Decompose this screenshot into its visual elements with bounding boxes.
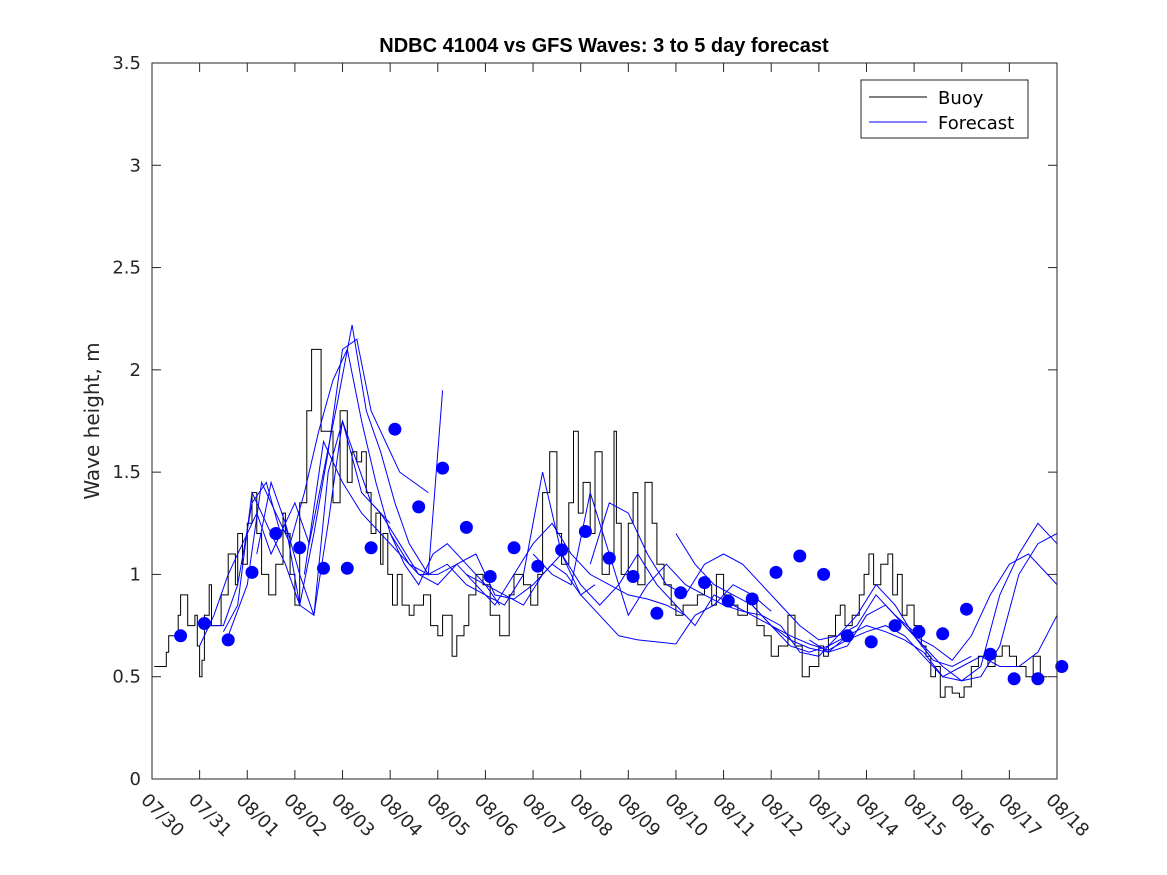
y-tick-label: 2.5 (112, 258, 141, 279)
plot-frame (151, 62, 1058, 780)
forecast-marker (1007, 672, 1021, 686)
forecast-marker (317, 561, 330, 575)
forecast-marker (602, 551, 616, 565)
plot-background (152, 63, 1057, 779)
forecast-marker (197, 617, 211, 630)
forecast-marker (174, 629, 188, 643)
forecast-marker (459, 520, 473, 534)
forecast-marker (983, 647, 997, 661)
forecast-marker (245, 565, 259, 579)
forecast-marker (650, 606, 664, 620)
forecast-marker (888, 619, 902, 633)
forecast-line (675, 522, 1058, 682)
legend: Buoy Forecast (860, 79, 1029, 139)
forecast-marker (555, 543, 569, 557)
forecast-markers-group (174, 422, 1069, 686)
forecast-line (466, 553, 848, 653)
buoy-series (154, 348, 1048, 698)
forecast-marker (436, 461, 450, 475)
forecast-marker (960, 602, 973, 616)
forecast-marker (1031, 672, 1045, 686)
forecast-line (751, 604, 1058, 678)
forecast-marker (936, 627, 950, 641)
forecast-line (227, 347, 501, 636)
forecast-line (894, 553, 1058, 661)
forecast-line (389, 471, 772, 645)
y-tick-label: 3.5 (112, 53, 141, 74)
forecast-line (303, 439, 686, 616)
forecast-marker (412, 500, 426, 514)
y-tick-label: 1 (130, 564, 141, 585)
forecast-marker (769, 565, 783, 579)
forecast-marker (507, 541, 521, 555)
forecast-marker (745, 592, 759, 606)
y-tick-label: 1.5 (112, 462, 141, 483)
chart-title: NDBC 41004 vs GFS Waves: 3 to 5 day fore… (379, 35, 829, 57)
forecast-line (589, 502, 972, 668)
forecast-marker (817, 567, 831, 581)
y-tick-label: 0 (130, 769, 141, 790)
y-tick-label: 3 (130, 155, 141, 176)
forecast-marker (864, 635, 878, 649)
y-tick-label: 0.5 (112, 667, 141, 688)
forecast-marker (483, 570, 497, 583)
forecast-marker (912, 625, 926, 639)
forecast-marker (578, 525, 592, 538)
forecast-marker (269, 527, 283, 540)
forecast-marker (531, 559, 545, 573)
forecast-marker (674, 586, 688, 600)
y-tick-label: 2 (130, 360, 141, 381)
forecast-marker (388, 422, 402, 436)
forecast-marker (626, 570, 640, 583)
legend-buoy-label: Buoy (938, 88, 984, 109)
forecast-marker (340, 561, 354, 575)
forecast-marker (221, 633, 235, 647)
forecast-marker (293, 541, 307, 555)
legend-forecast-label: Forecast (938, 113, 1014, 134)
forecast-marker (721, 594, 735, 608)
forecast-marker (840, 629, 854, 643)
forecast-marker (1055, 660, 1069, 673)
plot-area (151, 62, 1069, 780)
legend-box (860, 79, 1029, 139)
y-axis-label: Wave height, m (80, 342, 104, 499)
forecast-line (199, 419, 391, 647)
y-axis: 0 0.5 1 1.5 2 2.5 3 3.5 (112, 53, 1057, 790)
forecast-marker (793, 549, 807, 563)
buoy-line (154, 348, 1048, 698)
forecast-marker (364, 541, 378, 555)
forecast-marker (698, 576, 711, 590)
